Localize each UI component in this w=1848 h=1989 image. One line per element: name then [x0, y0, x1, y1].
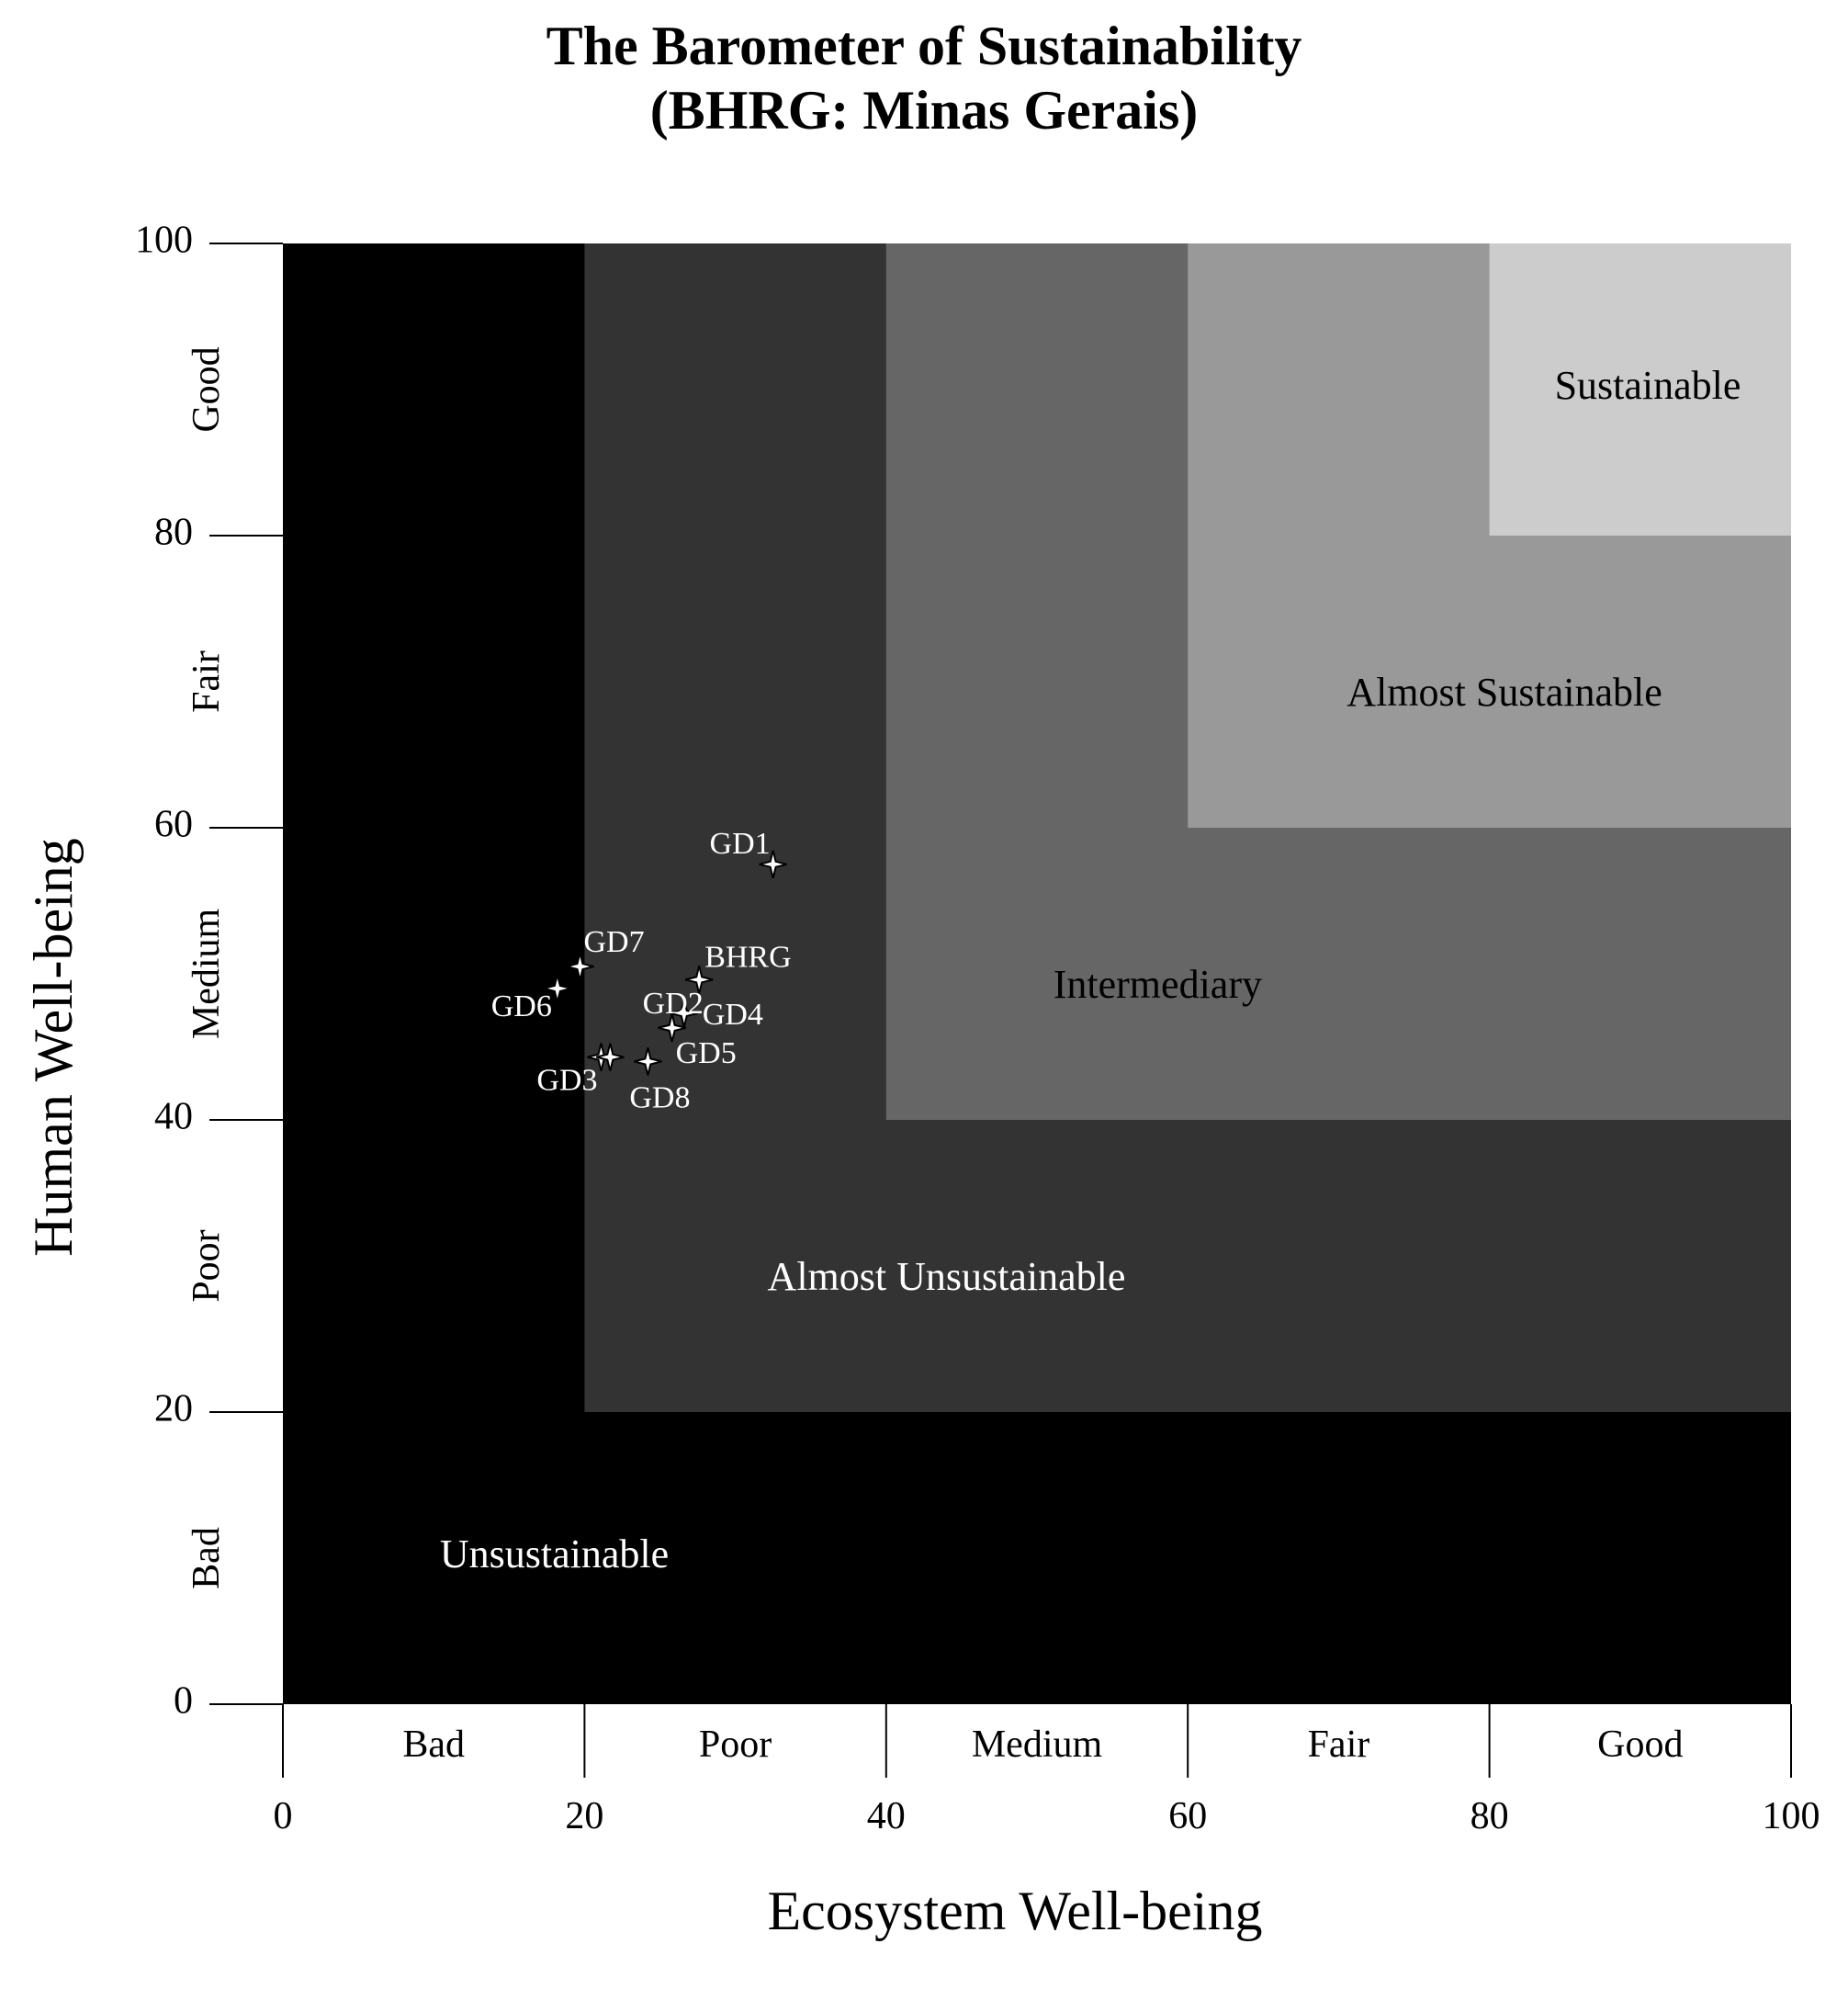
point-label: GD5 [676, 1036, 737, 1070]
y-band-label: Good [186, 346, 228, 432]
zones-layer: Unsustainable Almost Unsustainable Interme… [283, 243, 1791, 1704]
y-tick-label: 80 [154, 512, 193, 554]
y-band-label: Bad [186, 1527, 228, 1589]
y-tick-label: 60 [154, 804, 193, 846]
point-label: GD6 [491, 989, 552, 1023]
x-tick-label: 100 [1763, 1795, 1820, 1837]
x-band-label: Bad [402, 1723, 465, 1766]
point-label: GD7 [583, 925, 644, 959]
zone-label-3: Almost Sustainable [1347, 670, 1662, 715]
x-axis-label: Ecosystem Well-being [768, 1881, 1263, 1941]
axes-layer: 0 20 40 60 80 100 0 20 40 60 80 100 Bad Poor Medium Fai… [135, 220, 1820, 1837]
point-label: GD8 [629, 1080, 690, 1114]
y-tick-label: 0 [174, 1680, 193, 1723]
y-band-label: Fair [186, 650, 228, 713]
zone-label-1: Almost Unsustainable [768, 1254, 1126, 1299]
x-tick-label: 20 [565, 1795, 603, 1837]
y-tick-label: 20 [154, 1388, 193, 1430]
data-point [759, 850, 787, 879]
x-band-label: Good [1597, 1723, 1683, 1766]
zone-label-2: Intermediary [1054, 962, 1262, 1007]
data-point [634, 1047, 662, 1076]
y-tick-label: 100 [135, 220, 193, 262]
x-tick-label: 60 [1168, 1795, 1207, 1837]
point-label: BHRG [704, 940, 791, 974]
data-point [596, 1043, 625, 1071]
x-tick-label: 0 [274, 1795, 293, 1837]
y-axis-label: Human Well-being [23, 838, 84, 1257]
x-tick-label: 80 [1471, 1795, 1509, 1837]
zone-label-4: Sustainable [1555, 363, 1741, 408]
x-band-label: Medium [972, 1723, 1103, 1766]
y-tick-label: 40 [154, 1096, 193, 1138]
x-tick-label: 40 [867, 1795, 906, 1837]
data-point [543, 974, 572, 1003]
point-label: GD3 [536, 1064, 597, 1098]
point-label: GD1 [710, 827, 771, 861]
data-point [684, 966, 714, 994]
y-band-label: Poor [186, 1229, 228, 1302]
chart-subtitle: (BHRG: Minas Gerais) [650, 80, 1199, 141]
chart-title: The Barometer of Sustainability [547, 16, 1302, 76]
y-band-label: Medium [186, 909, 228, 1040]
data-point [658, 1013, 686, 1043]
zone-label-0: Unsustainable [440, 1531, 669, 1577]
data-point [566, 952, 594, 981]
zone-4 [1489, 243, 1791, 536]
x-band-label: Fair [1308, 1723, 1370, 1766]
point-label: GD4 [703, 998, 763, 1032]
x-band-label: Poor [699, 1723, 772, 1766]
